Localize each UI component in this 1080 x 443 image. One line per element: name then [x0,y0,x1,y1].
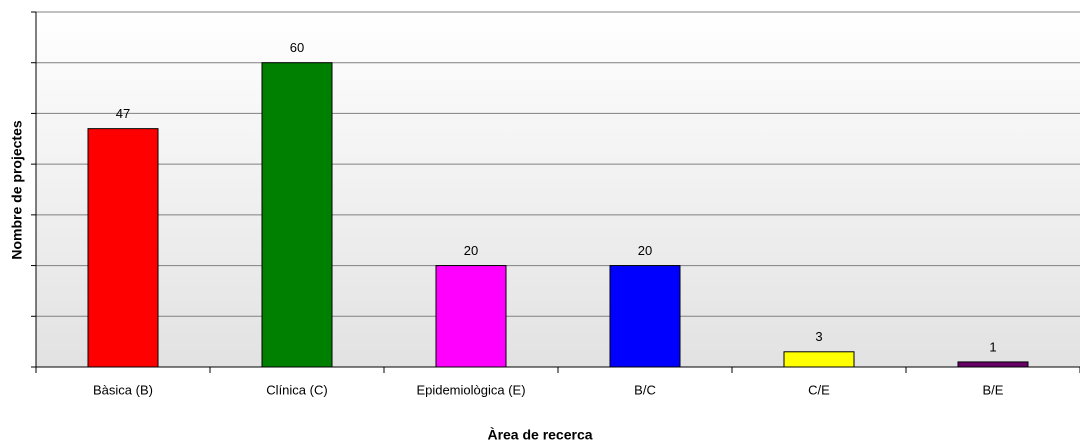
x-tick-label: Bàsica (B) [93,382,153,397]
x-tick-label: B/C [634,382,656,397]
bar [609,265,681,368]
data-label: 20 [464,243,478,258]
bar [783,351,855,368]
data-label: 3 [815,329,822,344]
x-tick-label: C/E [808,382,830,397]
data-label: 1 [989,339,996,354]
data-label: 47 [116,106,130,121]
data-label: 60 [290,40,304,55]
bar [957,361,1029,368]
data-label: 20 [638,243,652,258]
x-tick-label: B/E [983,382,1004,397]
x-tick-label: Clínica (C) [266,382,327,397]
y-axis-label: Nombre de projectes [9,120,25,259]
x-axis-label: Àrea de recerca [487,427,592,443]
plot-area [36,12,1080,367]
bar [87,128,159,368]
bar [261,62,333,368]
bar [435,265,507,368]
x-tick-label: Epidemiològica (E) [416,382,525,397]
